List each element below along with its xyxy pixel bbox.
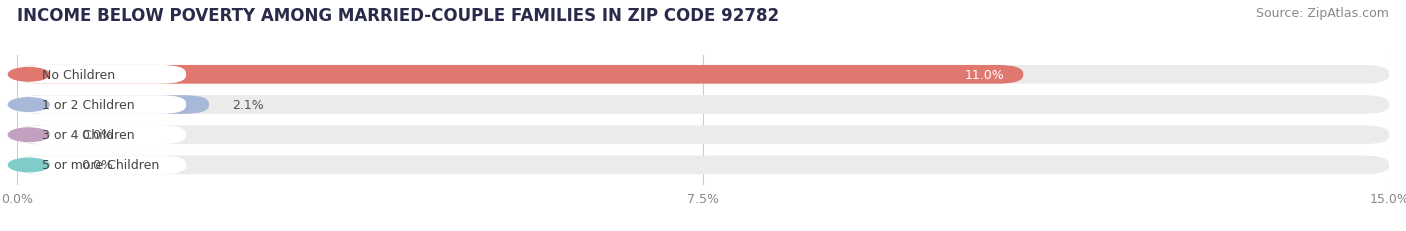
FancyBboxPatch shape <box>17 126 1389 144</box>
FancyBboxPatch shape <box>17 96 209 114</box>
FancyBboxPatch shape <box>17 126 58 144</box>
FancyBboxPatch shape <box>17 156 1389 175</box>
Circle shape <box>8 68 49 82</box>
Text: 0.0%: 0.0% <box>82 129 112 142</box>
FancyBboxPatch shape <box>17 96 186 114</box>
Text: 5 or more Children: 5 or more Children <box>42 159 160 172</box>
Circle shape <box>8 98 49 112</box>
Text: 0.0%: 0.0% <box>82 159 112 172</box>
FancyBboxPatch shape <box>17 156 58 175</box>
Text: INCOME BELOW POVERTY AMONG MARRIED-COUPLE FAMILIES IN ZIP CODE 92782: INCOME BELOW POVERTY AMONG MARRIED-COUPL… <box>17 7 779 25</box>
FancyBboxPatch shape <box>17 66 1024 84</box>
Circle shape <box>8 158 49 172</box>
Text: Source: ZipAtlas.com: Source: ZipAtlas.com <box>1256 7 1389 20</box>
FancyBboxPatch shape <box>17 66 1389 84</box>
FancyBboxPatch shape <box>17 126 186 144</box>
Text: 11.0%: 11.0% <box>965 69 1005 82</box>
FancyBboxPatch shape <box>17 66 186 84</box>
FancyBboxPatch shape <box>17 96 1389 114</box>
Text: No Children: No Children <box>42 69 115 82</box>
Text: 2.1%: 2.1% <box>232 99 263 112</box>
Text: 1 or 2 Children: 1 or 2 Children <box>42 99 135 112</box>
FancyBboxPatch shape <box>17 156 186 175</box>
Text: 3 or 4 Children: 3 or 4 Children <box>42 129 135 142</box>
Circle shape <box>8 128 49 142</box>
